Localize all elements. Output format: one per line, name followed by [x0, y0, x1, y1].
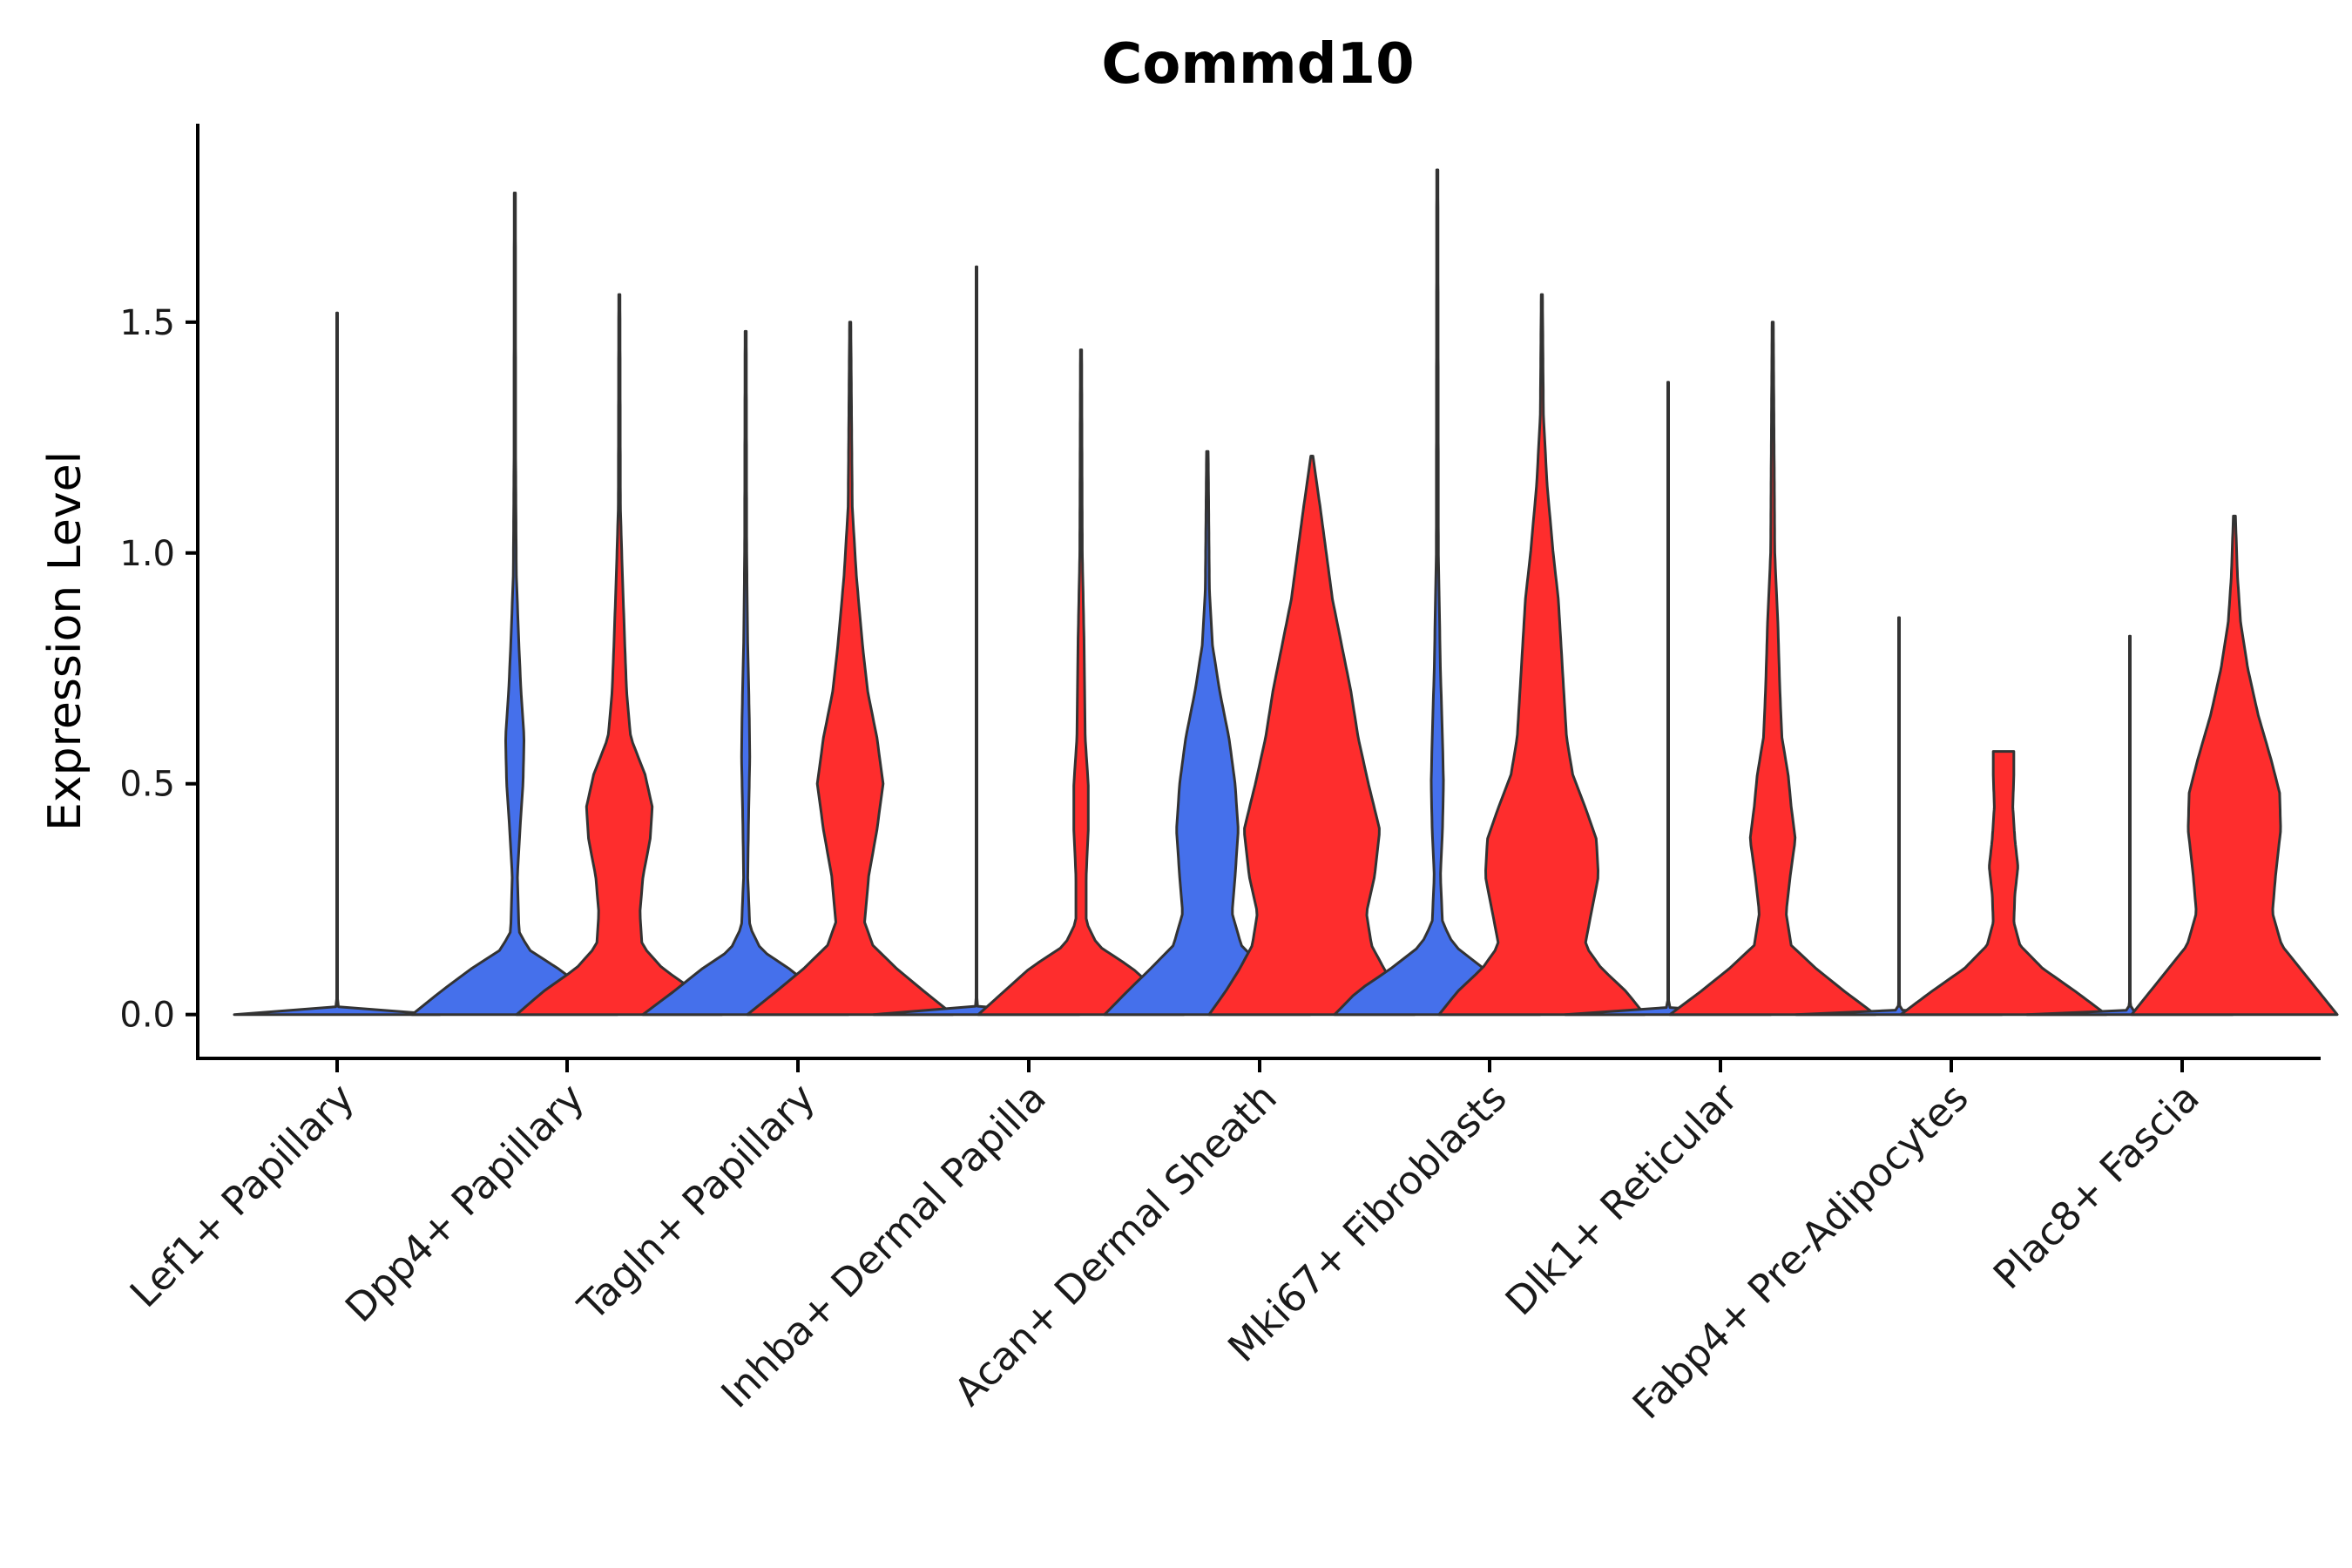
violin-plac8-fascia-group2 [2130, 514, 2339, 1017]
violin-mki67-fibroblasts-group2 [1437, 293, 1646, 1017]
violin-fabp4-pre-adipocytes-group1 [1794, 616, 2004, 1017]
x-tick-label: Lef1+ Papillary [121, 1074, 363, 1316]
violin-inhba-dermal-papilla-group1 [872, 265, 1081, 1017]
x-tick-label: Plac8+ Fascia [1984, 1074, 2208, 1298]
y-tick-label: 0.0 [119, 996, 175, 1036]
violin-tagln-papillary-group1 [641, 329, 850, 1017]
violin-plac8-fascia-group1 [2025, 634, 2234, 1017]
y-axis-label: Expression Level [39, 451, 91, 831]
violin-mki67-fibroblasts-group1 [1333, 168, 1542, 1017]
violin-acan-dermal-sheath-group1 [1103, 449, 1312, 1017]
y-axis-ticks: 0.0 0.5 1.0 1.5 [119, 303, 198, 1036]
violins-layer [233, 168, 2339, 1017]
chart-title: Commd10 [1101, 32, 1414, 97]
violin-inhba-dermal-papilla-group2 [977, 348, 1186, 1017]
y-tick-label: 0.5 [119, 765, 175, 805]
x-tick-label: Tagln+ Papillary [569, 1074, 824, 1329]
y-tick-label: 1.5 [119, 303, 175, 343]
violin-dlk1-reticular-group1 [1564, 381, 1773, 1017]
violin-dpp4-papillary-group2 [515, 293, 724, 1017]
violin-acan-dermal-sheath-group2 [1207, 455, 1416, 1017]
x-tick-label: Dlk1+ Reticular [1497, 1074, 1747, 1324]
violin-dlk1-reticular-group2 [1668, 321, 1877, 1017]
violin-dpp4-papillary-group1 [410, 192, 619, 1017]
y-tick-label: 1.0 [119, 534, 175, 574]
violin-fabp4-pre-adipocytes-group2 [1899, 750, 2108, 1017]
violin-lef1-papillary-group1 [233, 311, 442, 1017]
x-tick-label: Dpp4+ Papillary [336, 1074, 593, 1331]
violin-tagln-papillary-group2 [746, 321, 955, 1017]
